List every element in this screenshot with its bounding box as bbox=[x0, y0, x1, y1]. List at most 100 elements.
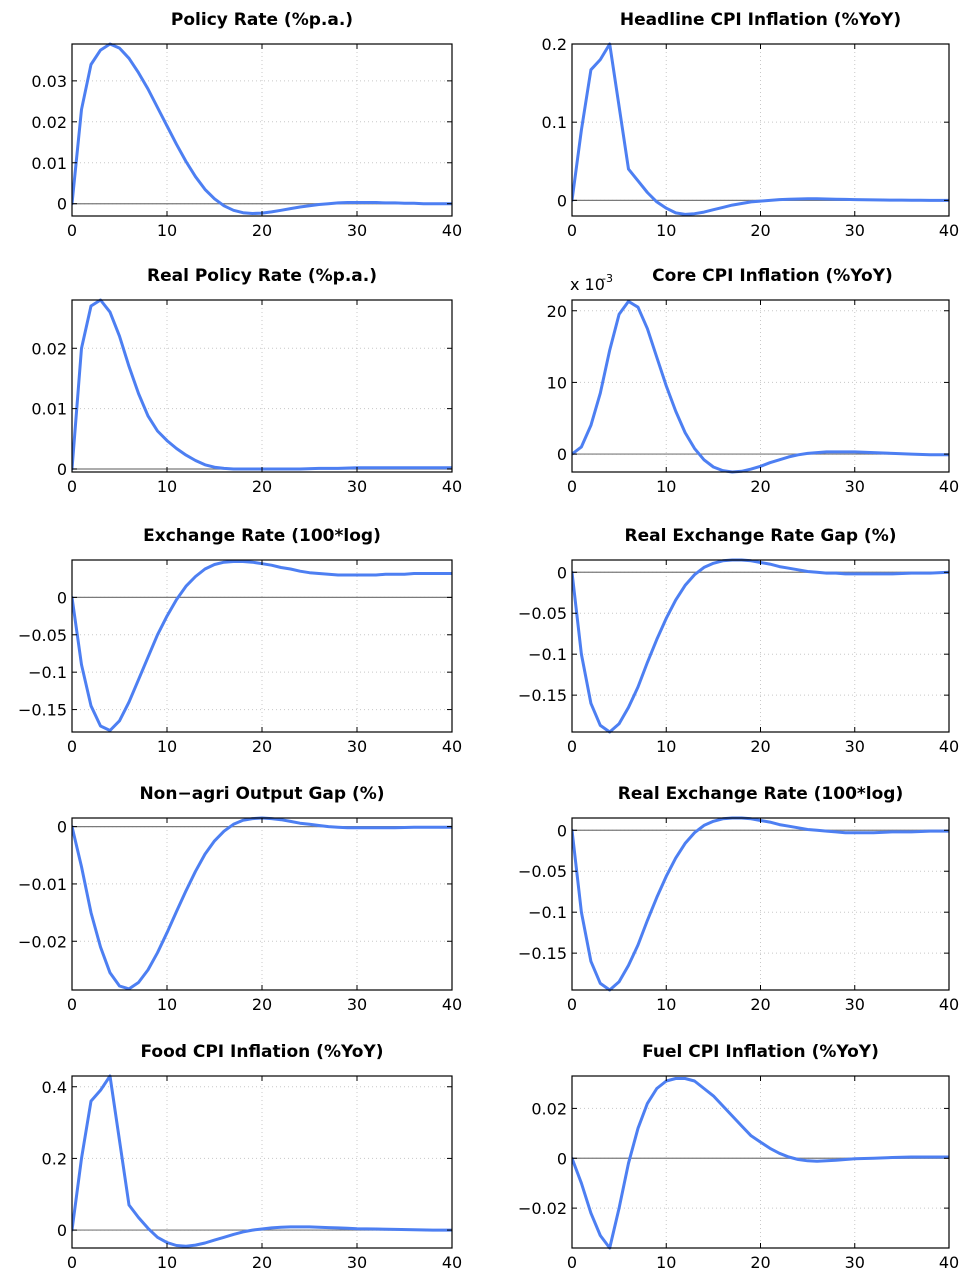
x-tick-label: 0 bbox=[67, 477, 77, 496]
chart-panel-6: 0 10 20 30 40 −0.15 −0.1 −0.05 0 Real Exchange Ra… bbox=[518, 526, 959, 756]
y-tick-label: 0.1 bbox=[542, 113, 567, 132]
x-tick-label: 20 bbox=[750, 477, 770, 496]
chart-title: Exchange Rate (100*log) bbox=[143, 526, 381, 546]
y-tick-label: −0.15 bbox=[518, 686, 567, 705]
chart-title: Headline CPI Inflation (%YoY) bbox=[620, 10, 901, 30]
axis-multiplier: x 10 bbox=[570, 275, 605, 294]
y-tick-label: −0.05 bbox=[518, 604, 567, 623]
y-tick-label: 0.2 bbox=[542, 35, 567, 54]
x-tick-label: 10 bbox=[656, 477, 676, 496]
chart-title: Policy Rate (%p.a.) bbox=[171, 10, 353, 30]
x-tick-label: 30 bbox=[347, 477, 367, 496]
chart-title: Non−agri Output Gap (%) bbox=[139, 784, 384, 804]
chart-panel-9: 0 10 20 30 40 0 0.2 0.4 Food CPI Inflation (%YoY… bbox=[42, 1042, 463, 1272]
y-tick-label: 20 bbox=[547, 302, 567, 321]
x-tick-label: 0 bbox=[567, 1253, 577, 1272]
x-tick-label: 40 bbox=[442, 221, 462, 240]
y-tick-label: 0 bbox=[57, 818, 67, 837]
y-tick-label: 0 bbox=[57, 588, 67, 607]
x-tick-label: 0 bbox=[67, 995, 77, 1014]
x-tick-label: 40 bbox=[939, 221, 959, 240]
y-tick-label: −0.1 bbox=[528, 903, 567, 922]
y-tick-label: −0.05 bbox=[518, 862, 567, 881]
y-tick-label: −0.02 bbox=[18, 932, 67, 951]
x-tick-label: 10 bbox=[157, 995, 177, 1014]
x-tick-label: 10 bbox=[656, 995, 676, 1014]
x-tick-label: 20 bbox=[252, 1253, 272, 1272]
y-tick-label: −0.01 bbox=[18, 875, 67, 894]
x-tick-label: 30 bbox=[347, 221, 367, 240]
x-tick-label: 30 bbox=[845, 1253, 865, 1272]
chart-title: Real Exchange Rate (100*log) bbox=[618, 784, 904, 804]
x-tick-label: 30 bbox=[845, 737, 865, 756]
y-tick-label: −0.1 bbox=[28, 663, 67, 682]
x-tick-label: 40 bbox=[939, 477, 959, 496]
y-tick-label: −0.02 bbox=[518, 1199, 567, 1218]
x-tick-label: 20 bbox=[750, 221, 770, 240]
y-tick-label: −0.1 bbox=[528, 645, 567, 664]
x-tick-label: 20 bbox=[252, 477, 272, 496]
x-tick-label: 0 bbox=[67, 1253, 77, 1272]
x-tick-label: 30 bbox=[347, 737, 367, 756]
y-tick-label: 0.2 bbox=[42, 1149, 67, 1168]
x-tick-label: 30 bbox=[347, 995, 367, 1014]
y-tick-label: 0 bbox=[57, 1221, 67, 1240]
y-tick-label: 0.01 bbox=[31, 154, 67, 173]
x-tick-label: 40 bbox=[442, 1253, 462, 1272]
series-line-1 bbox=[72, 816, 452, 991]
y-tick-label: 0.02 bbox=[31, 339, 67, 358]
y-tick-label: 0 bbox=[557, 191, 567, 210]
x-tick-label: 20 bbox=[750, 1253, 770, 1272]
x-tick-label: 0 bbox=[567, 221, 577, 240]
chart-panel-8: 0 10 20 30 40 −0.15 −0.1 −0.05 0 Real Exchange Ra… bbox=[518, 784, 959, 1014]
series-line-1 bbox=[572, 42, 949, 216]
plot-area bbox=[572, 300, 949, 472]
chart-panel-5: 0 10 20 30 40 −0.15 −0.1 −0.05 0 Exchange Rate (1… bbox=[18, 526, 462, 756]
y-tick-label: 0 bbox=[557, 445, 567, 464]
y-tick-label: 0.03 bbox=[31, 72, 67, 91]
chart-title: Fuel CPI Inflation (%YoY) bbox=[642, 1042, 879, 1062]
chart-panel-7: 0 10 20 30 40 −0.02 −0.01 0 Non−agri Output Gap … bbox=[18, 784, 462, 1014]
x-tick-label: 0 bbox=[67, 737, 77, 756]
y-tick-label: 0 bbox=[557, 1149, 567, 1168]
x-tick-label: 0 bbox=[567, 737, 577, 756]
y-tick-label: −0.05 bbox=[18, 626, 67, 645]
axis-multiplier-exponent: -3 bbox=[602, 272, 613, 285]
x-tick-label: 10 bbox=[157, 221, 177, 240]
x-tick-label: 20 bbox=[750, 995, 770, 1014]
y-tick-label: 0 bbox=[557, 821, 567, 840]
y-tick-label: −0.15 bbox=[18, 701, 67, 720]
y-tick-label: −0.15 bbox=[518, 944, 567, 963]
chart-panel-3: 0 10 20 30 40 0 0.01 0.02 Real Policy Rate (%p.a… bbox=[31, 266, 462, 496]
chart-panel-10: 0 10 20 30 40 −0.02 0 0.02 Fuel CPI Inflation (%… bbox=[518, 1042, 959, 1272]
x-tick-label: 40 bbox=[442, 995, 462, 1014]
x-tick-label: 40 bbox=[939, 1253, 959, 1272]
chart-title: Real Exchange Rate Gap (%) bbox=[624, 526, 896, 546]
x-tick-label: 40 bbox=[442, 477, 462, 496]
series-line-1 bbox=[572, 1077, 949, 1250]
chart-title: Core CPI Inflation (%YoY) bbox=[652, 266, 893, 286]
x-tick-label: 20 bbox=[252, 995, 272, 1014]
x-tick-label: 30 bbox=[347, 1253, 367, 1272]
x-tick-label: 20 bbox=[750, 737, 770, 756]
x-tick-label: 30 bbox=[845, 995, 865, 1014]
chart-title: Real Policy Rate (%p.a.) bbox=[147, 266, 377, 286]
x-tick-label: 20 bbox=[252, 221, 272, 240]
y-tick-label: 0.02 bbox=[31, 113, 67, 132]
plot-area bbox=[572, 44, 949, 216]
x-tick-label: 10 bbox=[656, 221, 676, 240]
x-tick-label: 10 bbox=[157, 737, 177, 756]
x-tick-label: 10 bbox=[656, 737, 676, 756]
plot-area bbox=[72, 1076, 452, 1248]
x-tick-label: 0 bbox=[67, 221, 77, 240]
y-tick-label: 0.01 bbox=[31, 400, 67, 419]
chart-panel-1: 0 10 20 30 40 0 0.01 0.02 0.03 Policy Rate (%p.a.… bbox=[31, 10, 462, 240]
chart-title: Food CPI Inflation (%YoY) bbox=[140, 1042, 383, 1062]
y-tick-label: 0.4 bbox=[42, 1078, 67, 1097]
plot-area bbox=[72, 818, 452, 990]
y-tick-label: 0.02 bbox=[531, 1099, 567, 1118]
y-tick-label: 0 bbox=[57, 460, 67, 479]
plot-area bbox=[72, 560, 452, 732]
x-tick-label: 40 bbox=[939, 737, 959, 756]
